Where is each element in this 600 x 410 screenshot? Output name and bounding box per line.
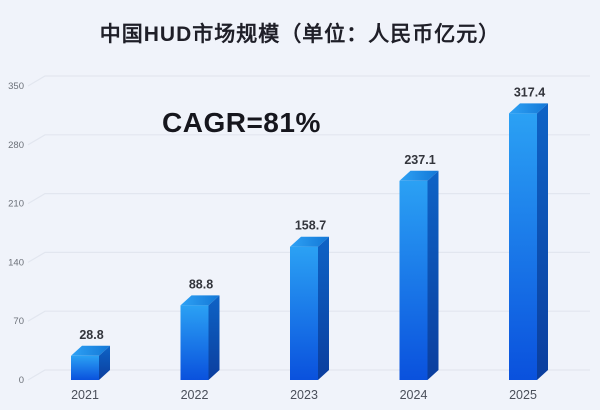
y-tick-280: 280 (8, 140, 24, 151)
bar-side-face (208, 295, 220, 380)
y-tick-0: 0 (19, 375, 24, 386)
bar-top-face (290, 236, 329, 247)
bar-front-face (71, 355, 99, 380)
bar-front-face (180, 305, 209, 380)
bar-2023: 158.7 2023 (290, 219, 329, 402)
x-label-2023: 2023 (290, 388, 318, 402)
value-label-2021: 28.8 (79, 328, 103, 342)
bar-side-face (99, 345, 110, 380)
bar-top-face (180, 295, 220, 306)
bar-2024: 237.1 2024 (399, 153, 439, 402)
bar-side-face (537, 103, 548, 381)
bar-2021: 28.8 2021 (71, 328, 110, 402)
gridline-280 (27, 134, 590, 146)
gridline-350 (27, 75, 590, 87)
y-tick-70: 70 (13, 316, 24, 327)
y-tick-210: 210 (8, 199, 24, 210)
gridline-210 (27, 193, 590, 205)
cagr-annotation: CAGR=81% (162, 107, 321, 138)
y-tick-140: 140 (8, 257, 24, 268)
value-label-2024: 237.1 (404, 153, 435, 167)
value-label-2023: 158.7 (295, 219, 326, 233)
bar-top-face (509, 103, 548, 114)
bar-side-face (427, 170, 439, 380)
bar-top-face (71, 345, 110, 356)
bar-2025: 317.4 2025 (509, 85, 548, 402)
bar-top-face (399, 170, 439, 181)
x-label-2025: 2025 (509, 388, 537, 402)
x-label-2022: 2022 (181, 388, 209, 402)
value-label-2022: 88.8 (189, 277, 213, 291)
chart-title: 中国HUD市场规模（单位：人民币亿元） (99, 23, 501, 46)
x-label-2024: 2024 (400, 388, 428, 402)
bar-2022: 88.8 2022 (180, 277, 220, 402)
y-tick-350: 350 (8, 81, 24, 92)
value-label-2025: 317.4 (514, 85, 545, 99)
bar-front-face (509, 113, 537, 381)
bar-side-face (318, 236, 329, 380)
bar-front-face (290, 246, 318, 380)
x-label-2021: 2021 (71, 388, 99, 402)
bar-front-face (399, 180, 428, 380)
